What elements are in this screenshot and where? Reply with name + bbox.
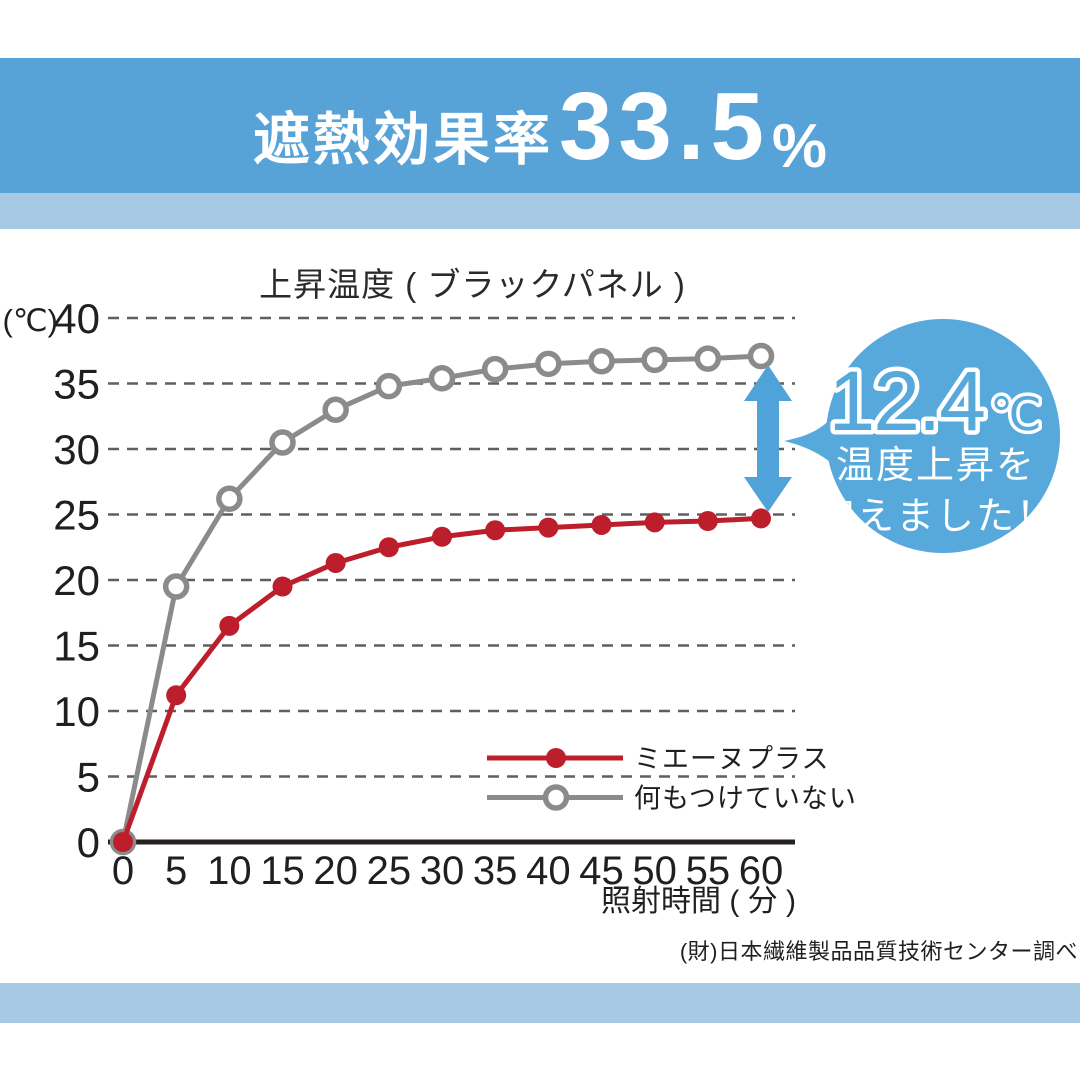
data-point-open <box>375 372 403 400</box>
data-point-open <box>322 396 349 423</box>
legend-marker-open <box>542 784 570 811</box>
legend-label: ミエーヌプラス <box>634 744 829 774</box>
x-tick-label: 10 <box>207 849 252 893</box>
data-point-filled <box>697 511 718 532</box>
data-point-filled <box>325 552 346 573</box>
y-axis-unit-label: (℃) <box>3 303 58 338</box>
x-tick-label: 40 <box>526 849 571 893</box>
x-tick-label: 35 <box>473 849 518 893</box>
callout-bubble-circle <box>826 319 1060 553</box>
footer-strip <box>0 983 1080 1023</box>
data-point-open <box>747 342 775 370</box>
data-point-filled <box>378 537 399 558</box>
header-banner: 遮熱効果率 33.5% <box>0 58 1080 193</box>
x-tick-label: 25 <box>367 849 412 893</box>
y-tick-label: 15 <box>53 623 100 670</box>
data-point-filled <box>113 832 133 852</box>
difference-arrow-icon <box>744 365 792 512</box>
data-point-open <box>481 355 509 383</box>
x-tick-label: 50 <box>632 849 677 893</box>
banner-headline-label: 遮熱効果率 <box>253 108 554 172</box>
callout-text-line1: 温度上昇を <box>836 445 1036 487</box>
data-point-open <box>588 347 615 375</box>
banner-headline: 遮熱効果率 33.5% <box>253 73 827 181</box>
x-tick-label: 5 <box>165 849 187 893</box>
data-point-filled <box>432 526 452 547</box>
y-tick-label: 0 <box>77 819 100 866</box>
x-tick-label: 15 <box>260 849 305 893</box>
y-tick-label: 25 <box>53 492 100 539</box>
data-point-open <box>535 350 562 378</box>
data-point-filled <box>485 520 506 541</box>
data-point-filled <box>272 576 293 597</box>
data-point-filled <box>538 517 559 538</box>
data-point-open <box>269 429 296 456</box>
data-point-open <box>216 485 243 513</box>
y-tick-label: 5 <box>77 754 100 801</box>
x-axis-title: 照射時間 ( 分 ) <box>601 885 796 918</box>
x-tick-label: 30 <box>420 849 465 893</box>
data-point-filled <box>219 615 240 636</box>
legend-label: 何もつけていない <box>634 784 857 814</box>
x-tick-label: 0 <box>112 849 134 893</box>
callout-unit: ℃ <box>990 388 1042 440</box>
data-point-open <box>428 365 456 392</box>
data-point-open <box>641 346 668 374</box>
source-note: (財)日本繊維製品品質技術センター調べ <box>679 939 1078 964</box>
y-tick-label: 35 <box>53 361 100 408</box>
x-tick-label: 20 <box>313 849 358 893</box>
x-tick-label: 45 <box>579 849 624 893</box>
data-point-filled <box>591 514 612 535</box>
chart-title: 上昇温度 ( ブラックパネル ) <box>259 266 686 303</box>
callout-bubble: 12.4 ℃ 温度上昇を 抑えました！ <box>784 319 1060 553</box>
y-tick-label: 10 <box>53 688 100 735</box>
y-tick-label: 30 <box>53 426 100 473</box>
callout-value: 12.4 <box>829 354 985 448</box>
data-point-open <box>694 345 722 372</box>
x-tick-label: 60 <box>739 849 784 893</box>
data-point-filled <box>751 508 771 529</box>
data-point-open <box>162 573 190 600</box>
data-point-filled <box>166 685 187 706</box>
x-tick-label: 55 <box>686 849 731 893</box>
banner-sub-strip <box>0 193 1080 229</box>
banner-headline-unit: % <box>771 112 827 181</box>
data-point-filled <box>644 512 665 533</box>
legend-marker-filled <box>546 748 566 768</box>
y-tick-label: 40 <box>53 295 100 342</box>
callout-text-line2: 抑えました！ <box>816 496 1056 538</box>
y-tick-label: 20 <box>53 557 100 604</box>
banner-headline-value: 33.5 <box>559 73 770 180</box>
